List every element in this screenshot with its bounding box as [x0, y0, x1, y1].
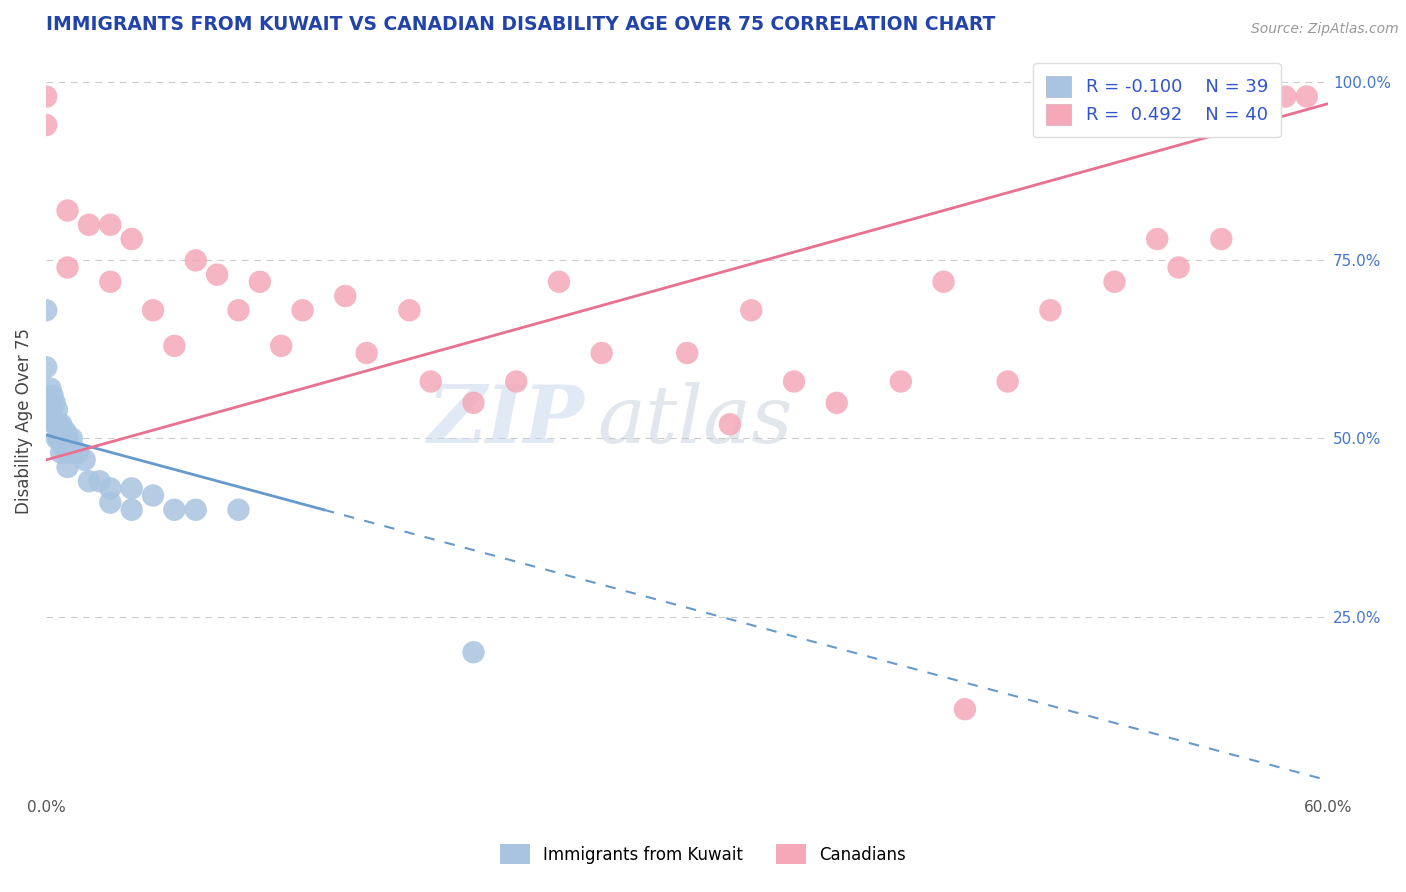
Point	[228, 303, 250, 318]
Point	[60, 432, 83, 446]
Point	[163, 502, 186, 516]
Point	[718, 417, 741, 432]
Point	[291, 303, 314, 318]
Point	[98, 495, 121, 509]
Point	[77, 475, 100, 489]
Point	[98, 481, 121, 495]
Legend: R = -0.100    N = 39, R =  0.492    N = 40: R = -0.100 N = 39, R = 0.492 N = 40	[1033, 63, 1281, 137]
Point	[55, 425, 77, 439]
Point	[48, 417, 70, 432]
Point	[953, 702, 976, 716]
Text: ZIP: ZIP	[427, 382, 585, 459]
Point	[184, 253, 207, 268]
Point	[35, 89, 58, 103]
Point	[163, 339, 186, 353]
Point	[890, 375, 912, 389]
Point	[335, 289, 357, 303]
Point	[89, 475, 111, 489]
Point	[398, 303, 420, 318]
Point	[35, 118, 58, 132]
Y-axis label: Disability Age Over 75: Disability Age Over 75	[15, 327, 32, 514]
Point	[270, 339, 292, 353]
Point	[142, 488, 165, 502]
Point	[56, 446, 79, 460]
Point	[142, 303, 165, 318]
Point	[98, 218, 121, 232]
Point	[228, 502, 250, 516]
Point	[52, 439, 75, 453]
Point	[825, 396, 848, 410]
Point	[39, 403, 62, 417]
Point	[1274, 89, 1296, 103]
Point	[205, 268, 228, 282]
Point	[45, 432, 67, 446]
Point	[56, 460, 79, 475]
Text: atlas: atlas	[598, 382, 793, 459]
Point	[45, 417, 67, 432]
Point	[56, 203, 79, 218]
Point	[1039, 303, 1062, 318]
Point	[45, 403, 67, 417]
Text: IMMIGRANTS FROM KUWAIT VS CANADIAN DISABILITY AGE OVER 75 CORRELATION CHART: IMMIGRANTS FROM KUWAIT VS CANADIAN DISAB…	[46, 15, 995, 34]
Point	[39, 382, 62, 396]
Point	[48, 432, 70, 446]
Point	[463, 645, 485, 659]
Point	[1146, 232, 1168, 246]
Point	[463, 396, 485, 410]
Point	[356, 346, 378, 360]
Point	[41, 410, 63, 425]
Point	[63, 446, 86, 460]
Point	[419, 375, 441, 389]
Point	[249, 275, 271, 289]
Point	[49, 446, 72, 460]
Point	[1211, 232, 1233, 246]
Point	[591, 346, 613, 360]
Point	[932, 275, 955, 289]
Point	[41, 389, 63, 403]
Legend: Immigrants from Kuwait, Canadians: Immigrants from Kuwait, Canadians	[494, 838, 912, 871]
Point	[35, 303, 58, 318]
Point	[1104, 275, 1126, 289]
Point	[184, 502, 207, 516]
Point	[35, 403, 58, 417]
Point	[676, 346, 699, 360]
Text: Source: ZipAtlas.com: Source: ZipAtlas.com	[1251, 22, 1399, 37]
Point	[44, 417, 66, 432]
Point	[121, 481, 143, 495]
Point	[548, 275, 571, 289]
Point	[73, 453, 96, 467]
Point	[56, 260, 79, 275]
Point	[55, 439, 77, 453]
Point	[997, 375, 1019, 389]
Point	[505, 375, 527, 389]
Point	[44, 396, 66, 410]
Point	[49, 432, 72, 446]
Point	[1295, 89, 1317, 103]
Point	[1167, 260, 1189, 275]
Point	[35, 360, 58, 375]
Point	[67, 446, 90, 460]
Point	[783, 375, 806, 389]
Point	[740, 303, 762, 318]
Point	[49, 417, 72, 432]
Point	[56, 432, 79, 446]
Point	[77, 218, 100, 232]
Point	[121, 232, 143, 246]
Point	[121, 502, 143, 516]
Point	[52, 425, 75, 439]
Point	[98, 275, 121, 289]
